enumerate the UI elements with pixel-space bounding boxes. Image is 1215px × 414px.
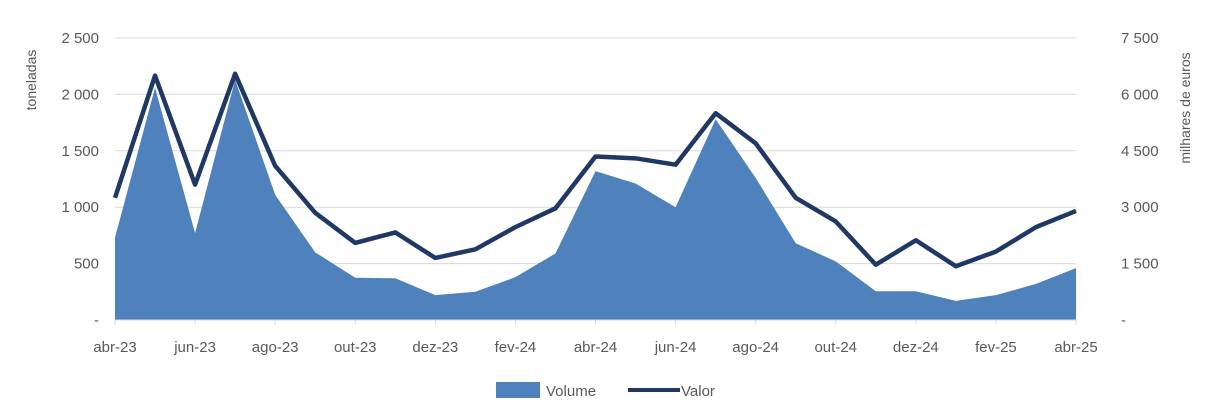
left-tick-label-2: 1 000	[61, 199, 99, 216]
left-tick-label-4: 2 000	[61, 86, 99, 103]
x-tick-label-dez-24: dez-24	[893, 339, 939, 356]
left-tick-label-0: -	[94, 312, 99, 329]
left-axis-title: toneladas	[23, 50, 39, 111]
left-tick-label-1: 500	[74, 256, 99, 273]
x-tick-label-out-23: out-23	[334, 339, 377, 356]
x-tick-label-dez-23: dez-23	[412, 339, 458, 356]
x-tick-label-jun-23: jun-23	[173, 339, 216, 356]
right-axis-title: milhares de euros	[1177, 52, 1193, 163]
legend: Volume Valor	[496, 382, 715, 400]
x-tick-label-ago-24: ago-24	[732, 339, 779, 356]
x-tick-label-out-24: out-24	[814, 339, 857, 356]
x-tick-label-jun-24: jun-24	[654, 339, 697, 356]
x-tick-label-fev-25: fev-25	[975, 339, 1017, 356]
legend-valor-label: Valor	[681, 383, 715, 400]
right-tick-label-4: 6 000	[1121, 86, 1159, 103]
x-tick-label-ago-23: ago-23	[252, 339, 299, 356]
legend-volume-swatch	[496, 382, 540, 398]
left-tick-label-5: 2 500	[61, 30, 99, 47]
right-tick-label-5: 7 500	[1121, 30, 1159, 47]
right-axis-ticks: - 1 500 3 000 4 500 6 000 7 500	[1121, 30, 1159, 329]
right-tick-label-0: -	[1121, 312, 1126, 329]
x-tick-label-fev-24: fev-24	[495, 339, 537, 356]
x-axis-ticks: abr-23 jun-23 ago-23 out-23 dez-23 fev-24 abr-…	[93, 320, 1098, 356]
valor-line	[112, 71, 1077, 269]
volume-area	[115, 79, 1076, 321]
x-tick-label-abr-23: abr-23	[93, 339, 136, 356]
right-tick-label-2: 3 000	[1121, 199, 1159, 216]
right-tick-label-1: 1 500	[1121, 256, 1159, 273]
left-axis-ticks: - 500 1 000 1 500 2 000 2 500	[61, 30, 99, 329]
x-tick-label-abr-24: abr-24	[574, 339, 617, 356]
left-tick-label-3: 1 500	[61, 143, 99, 160]
x-tick-label-abr-25: abr-25	[1054, 339, 1097, 356]
right-tick-label-3: 4 500	[1121, 143, 1159, 160]
legend-volume-label: Volume	[546, 383, 596, 400]
